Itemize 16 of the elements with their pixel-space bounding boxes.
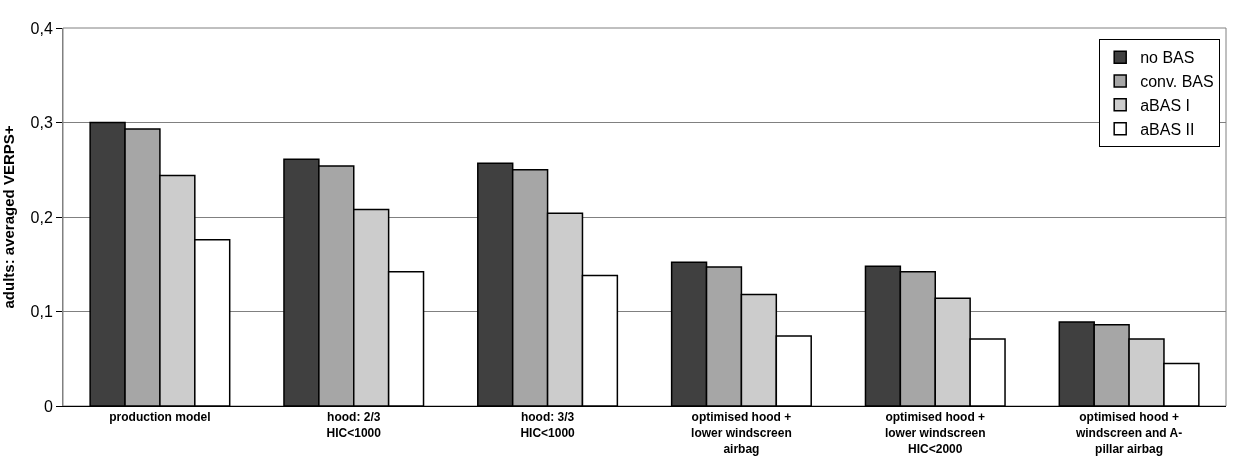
y-tick-label: 0,3 (30, 114, 53, 132)
y-tick-label: 0,2 (30, 208, 53, 226)
x-tick-label: optimised hood + lower windscreen HIC<2000 (884, 410, 986, 456)
x-tick-label: hood: 2/3 HIC<1000 (326, 410, 382, 440)
x-tick-label: hood: 3/3 HIC<1000 (520, 410, 576, 440)
legend-label: aBAS I (1140, 97, 1190, 115)
y-axis-title: adults: averaged VERPS+ (0, 125, 17, 309)
x-tick-label: production model (109, 410, 211, 425)
y-tick-label: 0 (43, 397, 53, 415)
y-tick-label: 0,1 (30, 303, 53, 321)
legend-label: conv. BAS (1140, 73, 1214, 91)
x-tick-label: optimised hood + windscreen and A- pillar airbag (1074, 410, 1183, 456)
legend-label: no BAS (1140, 49, 1195, 67)
legend-label: aBAS II (1140, 120, 1195, 138)
x-tick-label: optimised hood + lower windscreen airbag (691, 410, 792, 456)
y-tick-label: 0,4 (30, 19, 53, 37)
